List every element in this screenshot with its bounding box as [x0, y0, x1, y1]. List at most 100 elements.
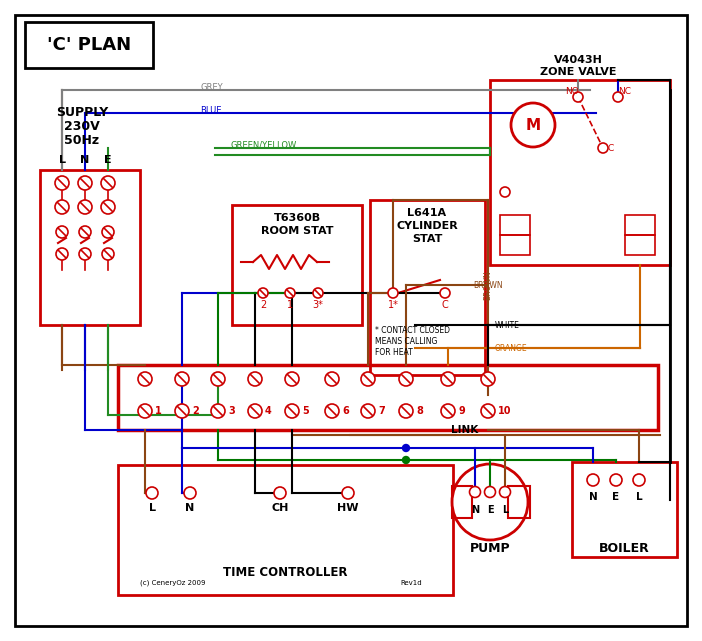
Circle shape	[470, 487, 480, 497]
Text: LINK: LINK	[451, 425, 479, 435]
Bar	[508, 486, 530, 518]
Circle shape	[440, 288, 450, 298]
Circle shape	[399, 372, 413, 386]
Circle shape	[175, 404, 189, 418]
Circle shape	[633, 474, 645, 486]
Text: E: E	[612, 492, 620, 502]
Text: N: N	[185, 503, 194, 513]
Circle shape	[79, 226, 91, 238]
Text: 'C' PLAN: 'C' PLAN	[47, 36, 131, 54]
Circle shape	[573, 92, 583, 102]
Text: BOILER: BOILER	[599, 542, 649, 554]
Circle shape	[248, 404, 262, 418]
Text: WHITE: WHITE	[495, 320, 520, 329]
Circle shape	[500, 487, 510, 497]
Circle shape	[175, 372, 189, 386]
Circle shape	[138, 404, 152, 418]
Text: ROOM STAT: ROOM STAT	[260, 226, 333, 236]
Circle shape	[361, 404, 375, 418]
Circle shape	[78, 176, 92, 190]
Circle shape	[285, 372, 299, 386]
Circle shape	[211, 404, 225, 418]
Circle shape	[101, 176, 115, 190]
Circle shape	[481, 404, 495, 418]
Text: BLUE: BLUE	[200, 106, 222, 115]
Text: 2: 2	[260, 300, 266, 310]
Bar	[370, 200, 485, 375]
Text: 9: 9	[458, 406, 465, 416]
Bar	[452, 486, 472, 518]
Bar	[232, 205, 362, 325]
Text: L: L	[502, 505, 508, 515]
Text: SUPPLY: SUPPLY	[56, 106, 108, 119]
Circle shape	[274, 487, 286, 499]
Bar	[625, 215, 655, 235]
Text: NO: NO	[565, 87, 579, 96]
Bar	[625, 235, 655, 255]
Text: N: N	[588, 492, 597, 502]
Circle shape	[388, 288, 398, 298]
Text: 50Hz: 50Hz	[65, 133, 100, 147]
Text: L641A: L641A	[407, 208, 446, 218]
Text: 6: 6	[342, 406, 349, 416]
Text: 10: 10	[498, 406, 512, 416]
Text: STAT: STAT	[412, 234, 442, 244]
Text: BROWN: BROWN	[484, 271, 493, 300]
Text: 3*: 3*	[312, 300, 324, 310]
Text: BROWN: BROWN	[473, 281, 503, 290]
Text: TIME CONTROLLER: TIME CONTROLLER	[223, 565, 347, 578]
Circle shape	[313, 288, 323, 298]
Text: N: N	[471, 505, 479, 515]
Text: 4: 4	[265, 406, 272, 416]
Bar	[118, 465, 453, 595]
Bar	[490, 80, 670, 265]
Text: MEANS CALLING: MEANS CALLING	[375, 337, 437, 345]
Bar	[118, 365, 658, 430]
Circle shape	[342, 487, 354, 499]
Circle shape	[101, 200, 115, 214]
Circle shape	[55, 176, 69, 190]
Circle shape	[248, 372, 262, 386]
Text: 1*: 1*	[388, 300, 399, 310]
Text: E: E	[486, 505, 494, 515]
Circle shape	[481, 372, 495, 386]
Text: C: C	[608, 144, 614, 153]
Text: 2: 2	[192, 406, 199, 416]
Circle shape	[500, 187, 510, 197]
Text: E: E	[104, 155, 112, 165]
Text: 1: 1	[155, 406, 161, 416]
Circle shape	[511, 103, 555, 147]
Circle shape	[285, 404, 299, 418]
Text: V4043H: V4043H	[554, 55, 602, 65]
Bar	[572, 462, 677, 557]
Text: GREEN/YELLOW: GREEN/YELLOW	[230, 140, 296, 149]
Circle shape	[399, 404, 413, 418]
Circle shape	[613, 92, 623, 102]
Text: N: N	[80, 155, 90, 165]
Circle shape	[102, 226, 114, 238]
Circle shape	[79, 248, 91, 260]
Circle shape	[598, 143, 608, 153]
Text: T6360B: T6360B	[274, 213, 321, 223]
Circle shape	[78, 200, 92, 214]
Circle shape	[55, 200, 69, 214]
Text: 5: 5	[302, 406, 309, 416]
Circle shape	[56, 226, 68, 238]
Circle shape	[484, 487, 496, 497]
Text: L: L	[58, 155, 65, 165]
Circle shape	[258, 288, 268, 298]
Text: (c) CeneryOz 2009: (c) CeneryOz 2009	[140, 579, 206, 587]
Circle shape	[325, 372, 339, 386]
Circle shape	[146, 487, 158, 499]
Circle shape	[452, 464, 528, 540]
Text: L: L	[149, 503, 156, 513]
Text: ORANGE: ORANGE	[495, 344, 528, 353]
Circle shape	[402, 444, 409, 451]
Text: CYLINDER: CYLINDER	[396, 221, 458, 231]
Text: 8: 8	[416, 406, 423, 416]
Circle shape	[402, 456, 409, 463]
Text: 3: 3	[228, 406, 234, 416]
Bar	[500, 235, 530, 255]
Text: HW: HW	[337, 503, 359, 513]
Text: CH: CH	[271, 503, 289, 513]
